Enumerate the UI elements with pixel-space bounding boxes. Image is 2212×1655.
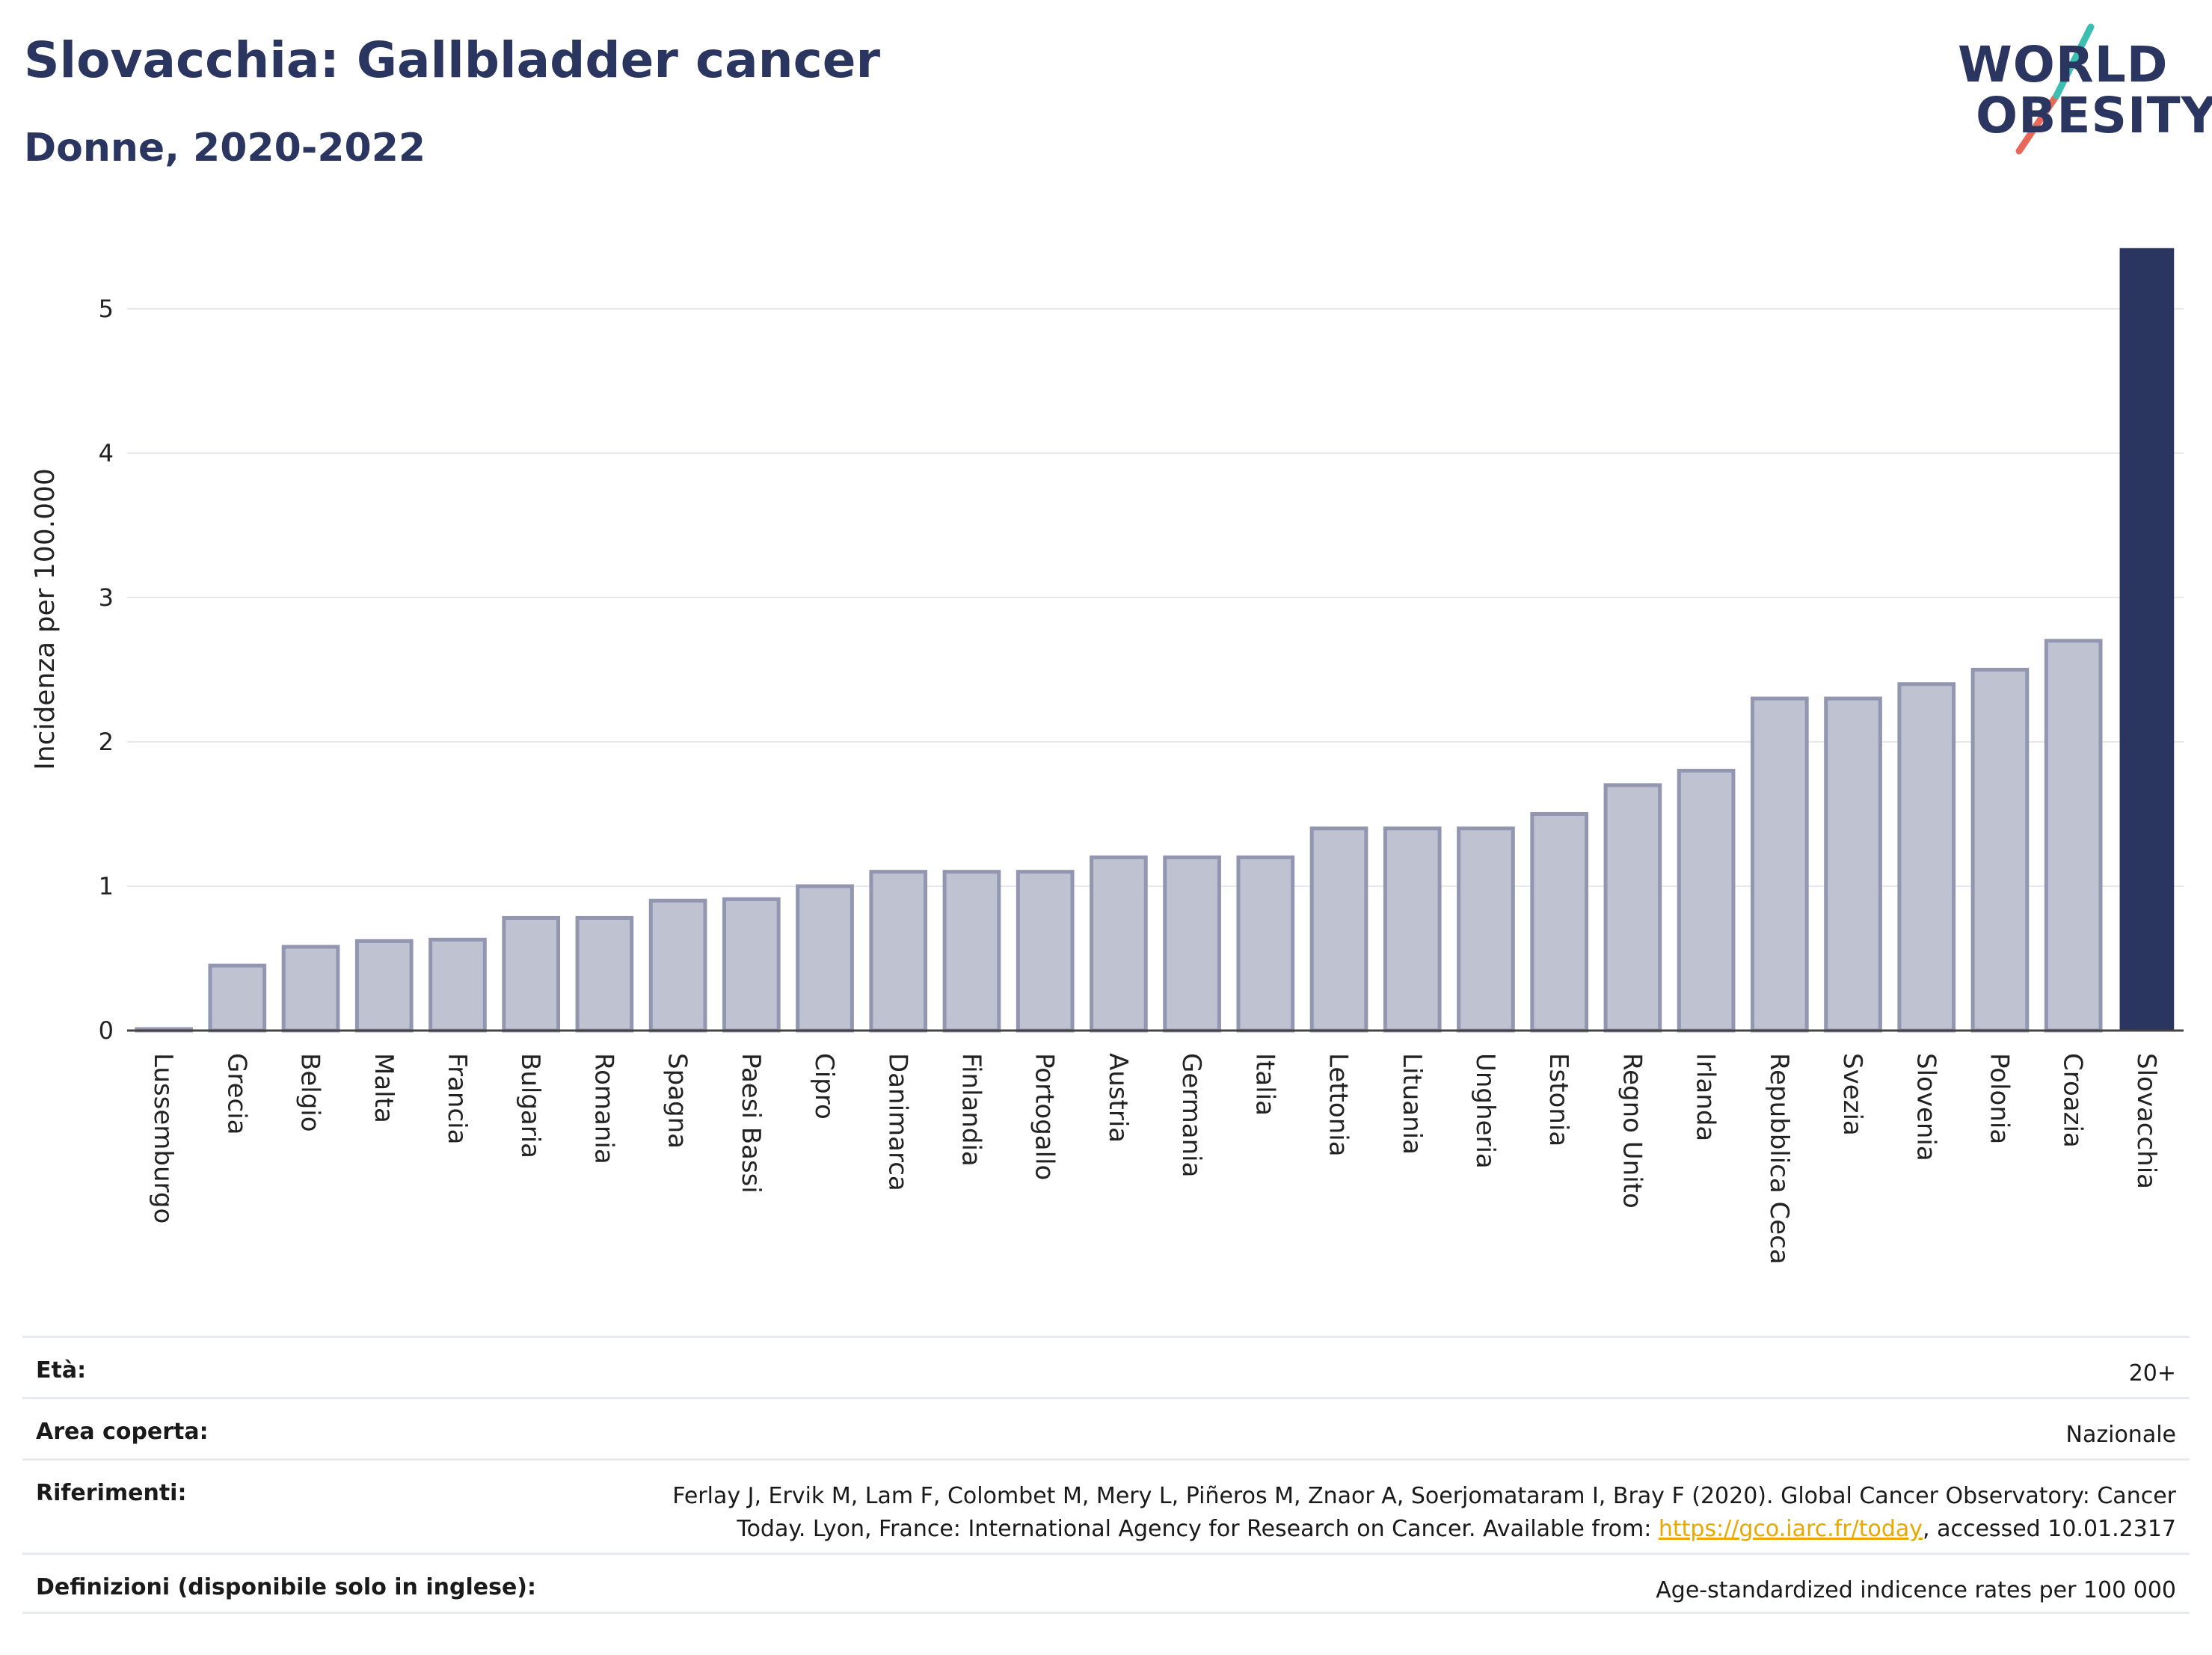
x-tick-label: Paesi Bassi [736,1053,766,1194]
y-axis-label: Incidenza per 100.000 [30,468,61,770]
x-tick-label: Finlandia [956,1053,986,1167]
bar [1897,682,1956,1033]
bar [502,915,561,1033]
x-tick-label: Slovacchia [2131,1053,2161,1189]
references-line-2b: , accessed 10.01.2317 [1923,1516,2176,1542]
x-tick-label: Polonia [1984,1053,2014,1144]
x-tick-label: Lussemburgo [148,1053,178,1223]
y-tick-label: 5 [99,295,114,323]
x-tick-label: Croazia [2058,1053,2088,1148]
bar [942,870,1001,1033]
page-title: Slovacchia: Gallbladder cancer [24,31,881,89]
x-tick-label: Svezia [1837,1053,1867,1136]
y-tick-label: 3 [99,583,114,612]
x-tick-label: Spagna [663,1053,692,1149]
bar [1090,855,1148,1033]
x-tick-label: Italia [1250,1053,1279,1116]
bar [1309,826,1368,1033]
bar [428,937,487,1033]
bar [869,870,928,1033]
x-tick-label: Cipro [809,1053,839,1120]
logo-slash-icon [2015,23,2095,155]
x-tick-label: Danimarca [882,1053,912,1191]
bar [1603,783,1662,1033]
x-tick-label: Lituania [1397,1053,1427,1155]
bar [1750,696,1809,1033]
meta-row-age: Età: 20+ [22,1336,2190,1397]
x-tick-label: Austria [1103,1053,1133,1143]
bar [648,898,707,1033]
references-line-2a: Today. Lyon, France: International Agenc… [737,1516,1659,1542]
x-tick-label: Portogallo [1030,1053,1060,1180]
bar [1530,811,1589,1033]
bar [1824,696,1882,1033]
x-tick-label: Grecia [221,1053,251,1134]
meta-row-definitions: Definizioni (disponibile solo in inglese… [22,1553,2190,1614]
bar [1457,826,1515,1033]
references-value: Ferlay J, Ervik M, Lam F, Colombet M, Me… [672,1480,2176,1553]
bar [2119,248,2175,1031]
references-label: Riferimenti: [36,1480,187,1506]
bar [1383,826,1442,1033]
x-tick-label: Estonia [1543,1053,1573,1146]
x-tick-label: Bulgaria [515,1053,545,1158]
area-value: Nazionale [2065,1422,2176,1448]
logo-line-1: WORLD [1958,36,2169,93]
x-tick-label: Regno Unito [1617,1053,1647,1209]
x-tick-label: Belgio [295,1053,325,1132]
meta-row-area: Area coperta: Nazionale [22,1397,2190,1458]
bar [354,939,414,1033]
bar [1236,855,1295,1033]
definitions-label: Definizioni (disponibile solo in inglese… [36,1574,536,1600]
x-tick-label: Ungheria [1470,1053,1500,1169]
bar [281,945,340,1033]
references-line-1: Ferlay J, Ervik M, Lam F, Colombet M, Me… [672,1483,2176,1509]
x-tick-label: Lettonia [1324,1053,1354,1157]
x-tick-label: Irlanda [1691,1053,1721,1141]
bar-chart: 0 1 2 3 4 5 Incidenza per 100.000 Lussemburgo Gr… [30,248,2184,1265]
y-tick-label: 2 [99,728,114,756]
references-link[interactable]: https://gco.iarc.fr/today [1658,1516,1923,1542]
x-tick-label: Francia [442,1053,472,1144]
x-tick-label: Germania [1176,1053,1206,1177]
y-tick-label: 0 [99,1016,114,1045]
x-tick-label: Malta [369,1053,399,1123]
bar [1016,870,1075,1033]
bar [722,897,781,1033]
meta-row-references: Riferimenti: Ferlay J, Ervik M, Lam F, C… [22,1458,2190,1553]
area-label: Area coperta: [36,1419,209,1445]
logo-line-2: OBESITY [1976,87,2212,144]
y-tick-label: 4 [99,439,114,467]
metadata-table: Età: 20+ Area coperta: Nazionale Riferim… [22,1336,2190,1614]
x-tick-label: Slovenia [1911,1053,1941,1161]
x-tick-label: Romania [589,1053,618,1164]
world-obesity-logo: WORLD OBESITY [1944,22,2212,157]
bar [575,915,634,1033]
bar [1677,769,1736,1033]
y-tick-label: 1 [99,872,114,900]
page-subtitle: Donne, 2020-2022 [24,126,426,171]
bar [1163,855,1221,1033]
definitions-value: Age-standardized indicence rates per 100… [1656,1577,2176,1603]
x-tick-label: Repubblica Ceca [1764,1053,1794,1265]
bar [2044,639,2103,1033]
bar [796,884,854,1033]
bar [208,963,267,1033]
age-label: Età: [36,1357,87,1384]
age-value: 20+ [2128,1360,2176,1387]
bar [1970,667,2030,1033]
